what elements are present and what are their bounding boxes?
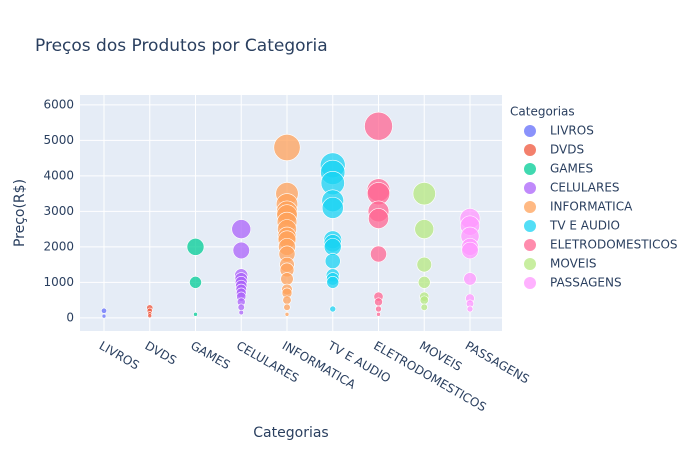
bubble — [321, 196, 344, 219]
bubble — [420, 303, 428, 311]
bubble — [284, 312, 290, 317]
bubble — [416, 256, 432, 273]
legend-marker — [524, 125, 536, 137]
legend-label: MOVEIS — [550, 257, 597, 271]
bubble — [232, 241, 250, 260]
legend-marker — [524, 163, 536, 175]
legend-title: Categorias — [510, 105, 575, 119]
legend-marker — [524, 258, 536, 270]
legend-label: LIVROS — [550, 124, 594, 138]
y-tick-label: 1000 — [43, 275, 74, 289]
bubble — [417, 276, 431, 289]
bubble — [237, 303, 245, 311]
legend-label: DVDS — [550, 143, 584, 157]
bubble — [375, 305, 382, 313]
bubble — [280, 272, 294, 286]
legend-label: GAMES — [550, 162, 593, 176]
bubble — [147, 313, 153, 319]
marks — [101, 111, 481, 319]
y-tick-label: 6000 — [43, 97, 74, 111]
x-axis-title: Categorias — [253, 425, 328, 441]
legend-label: CELULARES — [550, 181, 620, 195]
y-tick-label: 0 — [66, 310, 74, 324]
bubble — [189, 276, 202, 289]
bubble — [412, 182, 436, 206]
bubble — [193, 312, 198, 317]
bubble — [186, 238, 205, 256]
bubble — [238, 309, 244, 316]
legend-marker — [524, 277, 536, 289]
legend-label: INFORMATICA — [550, 200, 633, 214]
bubble — [463, 272, 477, 286]
bubble — [273, 134, 301, 162]
bubble — [466, 305, 474, 313]
x-tick-label: LIVROS — [97, 339, 142, 373]
bubble — [368, 208, 389, 229]
x-tick-label: PASSAGENS — [463, 339, 532, 387]
bubble — [324, 253, 341, 270]
bubble — [461, 241, 479, 260]
bubble — [374, 297, 383, 307]
legend-marker — [524, 239, 536, 251]
bubble — [101, 313, 107, 319]
bubble — [329, 305, 337, 313]
bubble — [326, 276, 340, 289]
bubble — [283, 303, 291, 311]
y-tick-label: 5000 — [43, 133, 74, 147]
y-tick-label: 3000 — [43, 204, 74, 218]
bubble — [370, 245, 387, 263]
bubble — [282, 295, 292, 305]
y-axis-title: Preço(R$) — [12, 179, 28, 247]
legend-marker — [524, 144, 536, 156]
y-tick-label: 4000 — [43, 168, 74, 182]
x-tick-label: DVDS — [143, 339, 180, 368]
bubble — [376, 312, 381, 317]
bubble — [231, 219, 252, 239]
legend-marker — [524, 201, 536, 213]
legend-marker — [524, 220, 536, 232]
y-tick-label: 2000 — [43, 239, 74, 253]
bubble — [364, 111, 393, 141]
bubble — [414, 219, 435, 239]
bubble — [101, 307, 107, 314]
chart-title: Preços dos Produtos por Categoria — [35, 36, 328, 56]
bubble — [419, 295, 429, 305]
legend-marker — [524, 182, 536, 194]
x-tick-label: GAMES — [188, 339, 232, 373]
legend-label: TV E AUDIO — [549, 219, 620, 233]
bubble — [323, 238, 342, 256]
legend-label: ELETRODOMESTICOS — [550, 238, 678, 252]
legend-label: PASSAGENS — [550, 276, 622, 290]
